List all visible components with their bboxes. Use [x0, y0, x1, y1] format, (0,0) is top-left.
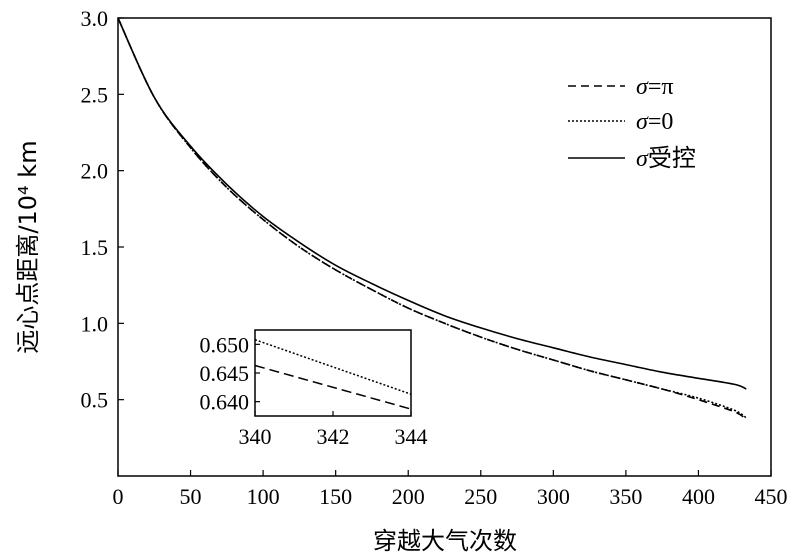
inset-line-sigma-0 [254, 338, 412, 395]
series-line-sigma-controlled [117, 17, 747, 390]
x-tick-label: 150 [319, 484, 352, 509]
y-tick-label: 1.5 [81, 235, 109, 260]
x-tick-label: 0 [113, 484, 124, 509]
legend-label-sigma-pi: σ=π [636, 74, 674, 100]
x-tick-label: 400 [682, 484, 715, 509]
legend-label-sigma-0: σ=0 [636, 109, 673, 135]
inset-y-tick-label: 0.650 [200, 332, 250, 357]
inset-x-axis: 340 342 344 [239, 411, 428, 449]
y-axis: 0.5 1.0 1.5 2.0 2.5 3.0 [81, 6, 124, 413]
inset-line-sigma-pi [254, 364, 412, 410]
x-tick-label: 200 [392, 484, 425, 509]
y-tick-label: 0.5 [81, 388, 109, 413]
x-tick-label: 250 [464, 484, 497, 509]
y-tick-label: 2.0 [81, 159, 109, 184]
inset-chart: 340 342 344 0.640 0.645 0.650 [200, 329, 428, 449]
y-tick-label: 3.0 [81, 6, 109, 31]
inset-x-tick-label: 342 [317, 424, 350, 449]
x-axis-title: 穿越大气次数 [373, 527, 517, 555]
inset-y-tick-label: 0.640 [200, 390, 250, 415]
series-layer [117, 17, 747, 421]
inset-y-tick-label: 0.645 [200, 361, 250, 386]
x-tick-label: 350 [609, 484, 642, 509]
inset-x-tick-label: 344 [395, 424, 428, 449]
x-tick-label: 50 [180, 484, 202, 509]
inset-series-layer [254, 338, 412, 410]
y-tick-label: 1.0 [81, 311, 109, 336]
x-tick-label: 450 [755, 484, 788, 509]
x-axis: 0 50 100 150 200 250 300 350 400 450 [113, 470, 788, 509]
legend-label-sigma-controlled: σ受控 [636, 145, 696, 172]
legend: σ=π σ=0 σ受控 [568, 74, 696, 172]
x-tick-label: 300 [537, 484, 570, 509]
series-line-sigma-0 [117, 17, 747, 419]
x-tick-label: 100 [247, 484, 280, 509]
inset-x-tick-label: 340 [239, 424, 272, 449]
inset-y-axis: 0.640 0.645 0.650 [200, 332, 260, 415]
y-axis-title: 远心点距离/10⁴ km [14, 140, 42, 353]
y-tick-label: 2.5 [81, 82, 109, 107]
